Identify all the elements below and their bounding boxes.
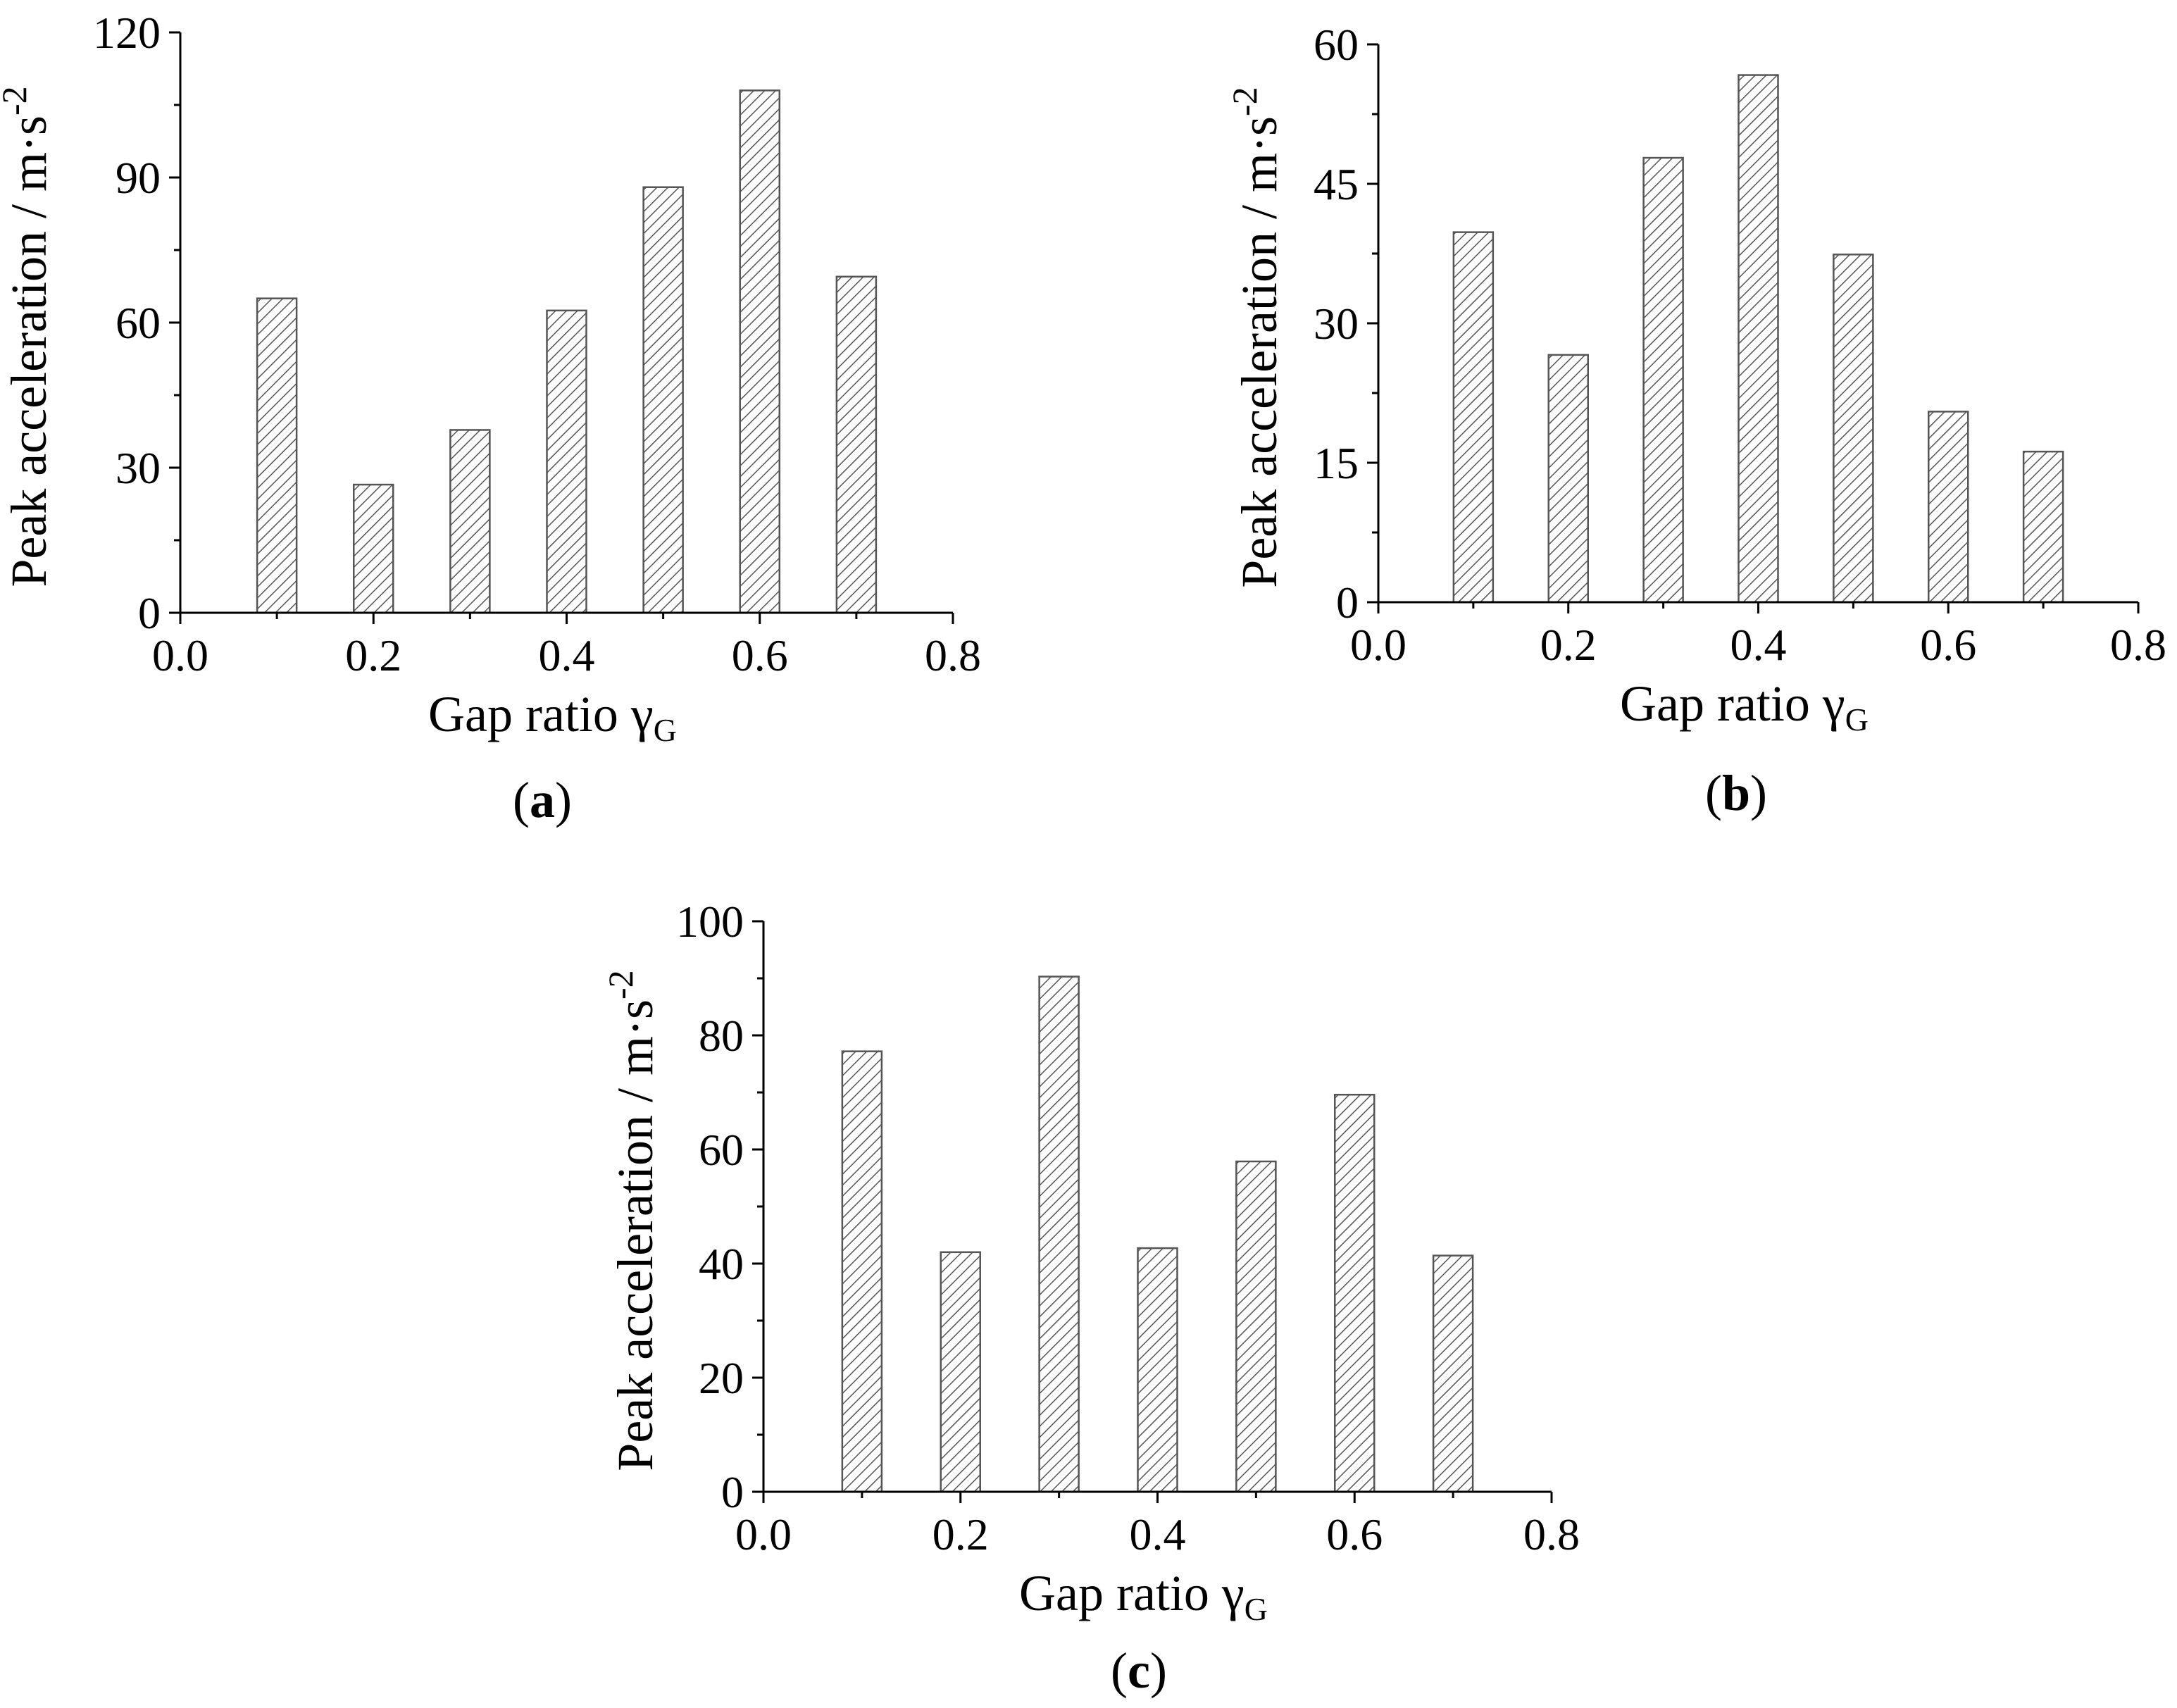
y-tick-label: 60 bbox=[1314, 20, 1359, 70]
bar bbox=[1928, 411, 1969, 604]
y-tick-label: 20 bbox=[699, 1353, 744, 1403]
x-tick-label: 0.2 bbox=[1540, 620, 1597, 670]
bar bbox=[256, 297, 298, 614]
x-tick-label: 0.4 bbox=[539, 630, 595, 680]
bar bbox=[1235, 1160, 1277, 1493]
x-tick-label: 0.0 bbox=[1350, 620, 1406, 670]
panel-label: (c) bbox=[1111, 1642, 1167, 1699]
y-tick-label: 80 bbox=[699, 1011, 744, 1061]
y-axis-title-superscript: -2 bbox=[0, 86, 34, 116]
x-axis-title-text: Gap ratio γ bbox=[1019, 1565, 1245, 1621]
bar bbox=[1038, 975, 1080, 1493]
y-tick-label: 0 bbox=[1336, 578, 1359, 628]
panel-label-close: ) bbox=[1150, 1642, 1167, 1699]
bar bbox=[940, 1251, 981, 1493]
x-tick-label: 0.8 bbox=[2110, 620, 2166, 670]
bar bbox=[1738, 74, 1779, 604]
bar bbox=[449, 429, 491, 614]
chart-panel-a: 0 30 60 90 120 0.0 0.2 0.4 0.6 0.8 Gap ratio γG Pea… bbox=[0, 8, 981, 828]
y-tick-label: 0 bbox=[721, 1467, 744, 1517]
panel-label-letter: b bbox=[1722, 765, 1750, 821]
y-axis-title-superscript: -2 bbox=[601, 970, 640, 999]
x-axis-title-text: Gap ratio γ bbox=[1620, 675, 1845, 732]
y-axis-title-superscript: -2 bbox=[1225, 87, 1264, 116]
bar bbox=[1833, 254, 1874, 604]
y-tick-label: 100 bbox=[676, 897, 744, 947]
y-tick-label: 0 bbox=[138, 588, 161, 638]
x-axis-title: Gap ratio γG bbox=[1019, 1565, 1268, 1627]
x-axis-title-subscript: G bbox=[654, 712, 677, 748]
bar bbox=[1334, 1093, 1376, 1493]
y-tick-label: 60 bbox=[116, 298, 161, 348]
x-tick-label: 0.4 bbox=[1130, 1509, 1186, 1559]
bar bbox=[2022, 450, 2064, 604]
bar bbox=[739, 89, 780, 614]
x-tick-label: 0.6 bbox=[1920, 620, 1976, 670]
y-axis-title: Peak acceleration / m·s-2 bbox=[601, 970, 663, 1471]
x-tick-label: 0.2 bbox=[345, 630, 401, 680]
panel-label-open: ( bbox=[1705, 765, 1722, 821]
y-tick-label: 40 bbox=[699, 1239, 744, 1289]
y-tick-label: 30 bbox=[1314, 299, 1359, 349]
x-axis-title-subscript: G bbox=[1245, 1591, 1268, 1627]
bar bbox=[546, 309, 587, 614]
bar bbox=[642, 186, 684, 614]
panel-label-close: ) bbox=[555, 772, 572, 828]
x-axis-title: Gap ratio γG bbox=[428, 686, 677, 748]
y-tick-label: 30 bbox=[116, 443, 161, 493]
chart-panel-b: 0 15 30 45 60 0.0 0.2 0.4 0.6 0.8 Gap ratio γG Peak… bbox=[1225, 20, 2166, 821]
chart-panel-c: 0 20 40 60 80 100 0.0 0.2 0.4 0.6 0.8 Gap ratio γG P… bbox=[601, 897, 1580, 1699]
bar bbox=[1452, 231, 1495, 604]
x-tick-label: 0.0 bbox=[152, 630, 208, 680]
y-tick-label: 120 bbox=[93, 8, 161, 58]
x-axis-title: Gap ratio γG bbox=[1620, 675, 1869, 737]
panel-label-letter: a bbox=[530, 772, 555, 828]
y-axis-title-text: Peak acceleration / m·s bbox=[1231, 116, 1287, 588]
x-tick-label: 0.8 bbox=[1523, 1509, 1580, 1559]
bar bbox=[353, 483, 394, 614]
y-tick-label: 60 bbox=[699, 1125, 744, 1175]
y-axis-title: Peak acceleration / m·s-2 bbox=[1225, 87, 1287, 587]
x-axis-title-subscript: G bbox=[1845, 702, 1869, 737]
bar bbox=[835, 275, 878, 614]
y-tick-label: 90 bbox=[116, 153, 161, 203]
x-tick-label: 0.6 bbox=[1326, 1509, 1383, 1559]
bar bbox=[1547, 354, 1589, 604]
y-tick-label: 15 bbox=[1314, 438, 1359, 488]
x-tick-label: 0.2 bbox=[932, 1509, 989, 1559]
y-axis-title: Peak acceleration / m·s-2 bbox=[0, 86, 57, 587]
bar bbox=[1137, 1247, 1178, 1493]
x-tick-label: 0.0 bbox=[735, 1509, 792, 1559]
panel-label-close: ) bbox=[1750, 765, 1767, 821]
bar bbox=[841, 1050, 883, 1493]
bar bbox=[1642, 156, 1684, 604]
panel-label: (a) bbox=[513, 772, 572, 828]
bar bbox=[1432, 1254, 1474, 1493]
panel-label-open: ( bbox=[513, 772, 530, 828]
x-tick-label: 0.8 bbox=[925, 630, 981, 680]
y-axis-title-text: Peak acceleration / m·s bbox=[1, 116, 57, 587]
panel-label-letter: c bbox=[1128, 1642, 1150, 1699]
y-tick-label: 45 bbox=[1314, 159, 1359, 209]
y-axis-title-text: Peak acceleration / m·s bbox=[607, 999, 663, 1471]
panel-label-open: ( bbox=[1111, 1642, 1128, 1699]
x-tick-label: 0.6 bbox=[732, 630, 788, 680]
x-axis-title-text: Gap ratio γ bbox=[428, 686, 654, 742]
panel-label: (b) bbox=[1705, 765, 1767, 821]
x-tick-label: 0.4 bbox=[1730, 620, 1787, 670]
